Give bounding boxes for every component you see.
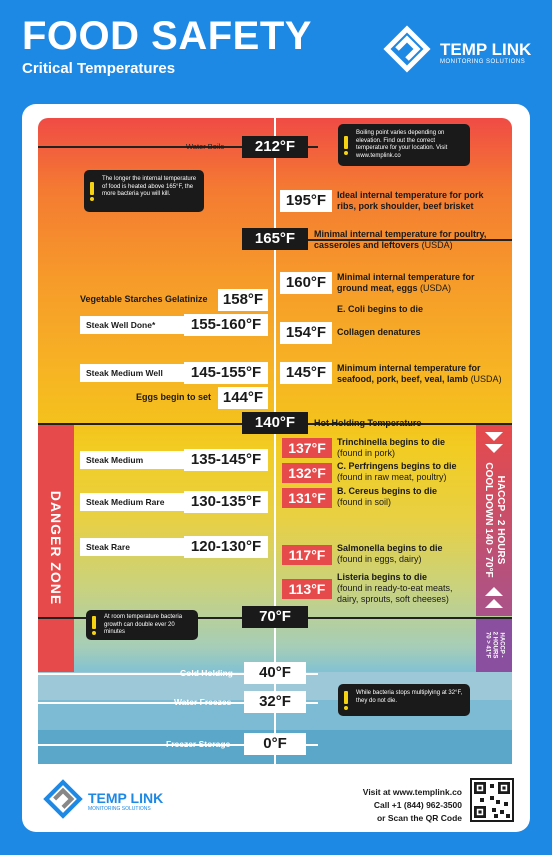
temperature-axis — [274, 118, 276, 764]
src-165: (USDA) — [421, 240, 453, 250]
sub-131: (found in soil) — [337, 497, 392, 507]
alert-icon — [90, 182, 94, 201]
arrow-up-icon — [485, 587, 503, 596]
desc-131: B. Cereus begins to die — [337, 486, 438, 496]
freezer-storage-label: Freezer Storage — [166, 739, 231, 749]
sub-132: (found in raw meat, poultry) — [337, 472, 447, 482]
haccp2-line2: 2 HOURS — [491, 631, 498, 659]
temp-195: 195°F — [280, 190, 332, 212]
temp-rare: 120-130°F — [184, 536, 268, 558]
footer-logo-icon — [42, 778, 84, 820]
sub-113: (found in ready-to-eat meats, dairy, spr… — [337, 583, 453, 604]
desc-132: C. Perfringens begins to die — [337, 461, 457, 471]
templink-logo-icon — [382, 24, 432, 74]
temp-145: 145°F — [280, 362, 332, 384]
line-0 — [38, 744, 318, 746]
cold-holding-label: Cold Holding — [180, 668, 233, 678]
boiling-note-text: Boiling point varies depending on elevat… — [356, 130, 448, 159]
desc-113: Listeria begins to die — [337, 572, 428, 582]
desc-145: Minimum internal temperature for seafood… — [337, 363, 481, 384]
temp-144: 144°F — [218, 387, 268, 409]
footer-visit[interactable]: Visit at www.templink.co — [362, 787, 462, 797]
footer-logo-name: TEMP LINK — [88, 790, 164, 806]
footer-scan: or Scan the QR Code — [376, 813, 462, 823]
arrow-down-icon — [485, 432, 503, 441]
arrow-down-icon — [485, 444, 503, 453]
page-title: FOOD SAFETY — [22, 14, 312, 58]
temp-0: 0°F — [244, 733, 306, 755]
sub-117: (found in eggs, dairy) — [337, 554, 422, 564]
qr-code-icon[interactable] — [470, 778, 514, 822]
temp-medium-rare: 130-135°F — [184, 491, 268, 513]
room-note-text: At room temperature bacteria growth can … — [104, 614, 183, 635]
haccp-line2: COOL DOWN 140 > 70°F — [483, 462, 494, 578]
temp-113: 113°F — [282, 579, 332, 599]
temp-140: 140°F — [242, 412, 308, 434]
temp-132: 132°F — [282, 463, 332, 483]
desc-165: Minimal internal temperature for poultry… — [314, 229, 487, 250]
desc-137: Trinchinella begins to die — [337, 437, 446, 447]
room-temp-note: At room temperature bacteria growth can … — [86, 610, 198, 640]
desc-160: Minimal internal temperature for ground … — [337, 272, 475, 293]
temp-160: 160°F — [280, 272, 332, 294]
eggs-set-label: Eggs begin to set — [136, 392, 212, 402]
temp-medium: 135-145°F — [184, 449, 268, 471]
veg-starches-label: Vegetable Starches Gelatinize — [80, 294, 208, 304]
footer-call[interactable]: Call +1 (844) 962-3500 — [373, 800, 462, 810]
logo-tagline: MONITORING SOLUTIONS — [440, 59, 526, 65]
desc-140: Hot Holding Temperature — [314, 418, 422, 428]
alert-icon — [344, 691, 348, 710]
desc-117: Salmonella begins to die — [337, 543, 443, 553]
temp-131: 131°F — [282, 488, 332, 508]
alert-icon — [92, 616, 96, 635]
line-212 — [38, 146, 318, 148]
temp-70: 70°F — [242, 606, 308, 628]
arrow-up-icon — [485, 599, 503, 608]
haccp-cold-bar: HACCP -2 HOURS 70 > 41°F — [476, 618, 512, 672]
haccp2-line1: HACCP - — [498, 632, 505, 658]
temp-212: 212°F — [242, 136, 308, 158]
src-145: (USDA) — [470, 374, 502, 384]
temp-137: 137°F — [282, 438, 332, 458]
src-160: (USDA) — [420, 283, 452, 293]
danger-zone-bar: DANGER ZONE — [38, 424, 74, 672]
line-165 — [242, 239, 512, 241]
temp-158: 158°F — [218, 289, 268, 311]
haccp-line1: HACCP - 2 HOURS — [495, 475, 506, 565]
temp-165: 165°F — [242, 228, 308, 250]
temp-117: 117°F — [282, 545, 332, 565]
steak-well-done-label: Steak Well Done* — [80, 316, 190, 334]
line-32 — [38, 702, 318, 704]
temp-32: 32°F — [244, 691, 306, 713]
longer-note-text: The longer the internal temperature of f… — [102, 176, 197, 197]
footer-logo-tagline: MONITORING SOLUTIONS — [88, 806, 151, 812]
boiling-note: Boiling point varies depending on elevat… — [338, 124, 470, 166]
danger-zone-label: DANGER ZONE — [48, 490, 64, 606]
steak-medium-well-label: Steak Medium Well — [80, 364, 190, 382]
temp-well-done: 155-160°F — [184, 314, 268, 336]
freeze-note-text: While bacteria stops multiplying at 32°F… — [356, 690, 463, 704]
water-freezes-label: Water Freezes — [174, 697, 232, 707]
temp-154: 154°F — [280, 322, 332, 344]
steak-medium-rare-label: Steak Medium Rare — [80, 493, 190, 511]
desc-195: Ideal internal temperature for pork ribs… — [337, 190, 484, 211]
freeze-note: While bacteria stops multiplying at 32°F… — [338, 684, 470, 716]
haccp-cooldown-bar: HACCP - 2 HOURS COOL DOWN 140 > 70°F — [476, 424, 512, 616]
logo-name: TEMP LINK — [440, 40, 532, 59]
alert-icon — [344, 136, 348, 155]
sub-137: (found in pork) — [337, 448, 396, 458]
steak-medium-label: Steak Medium — [80, 451, 190, 469]
temp-40: 40°F — [244, 662, 306, 684]
desc-154: Collagen denatures — [337, 327, 421, 337]
water-boils-label: Water Boils — [186, 142, 225, 151]
ecoli-label: E. Coli begins to die — [337, 304, 424, 314]
longer-note: The longer the internal temperature of f… — [84, 170, 204, 212]
temp-medium-well: 145-155°F — [184, 362, 268, 384]
haccp2-line3: 70 > 41°F — [484, 631, 491, 659]
page-subtitle: Critical Temperatures — [22, 60, 176, 77]
line-40 — [38, 673, 318, 675]
steak-rare-label: Steak Rare — [80, 538, 190, 556]
